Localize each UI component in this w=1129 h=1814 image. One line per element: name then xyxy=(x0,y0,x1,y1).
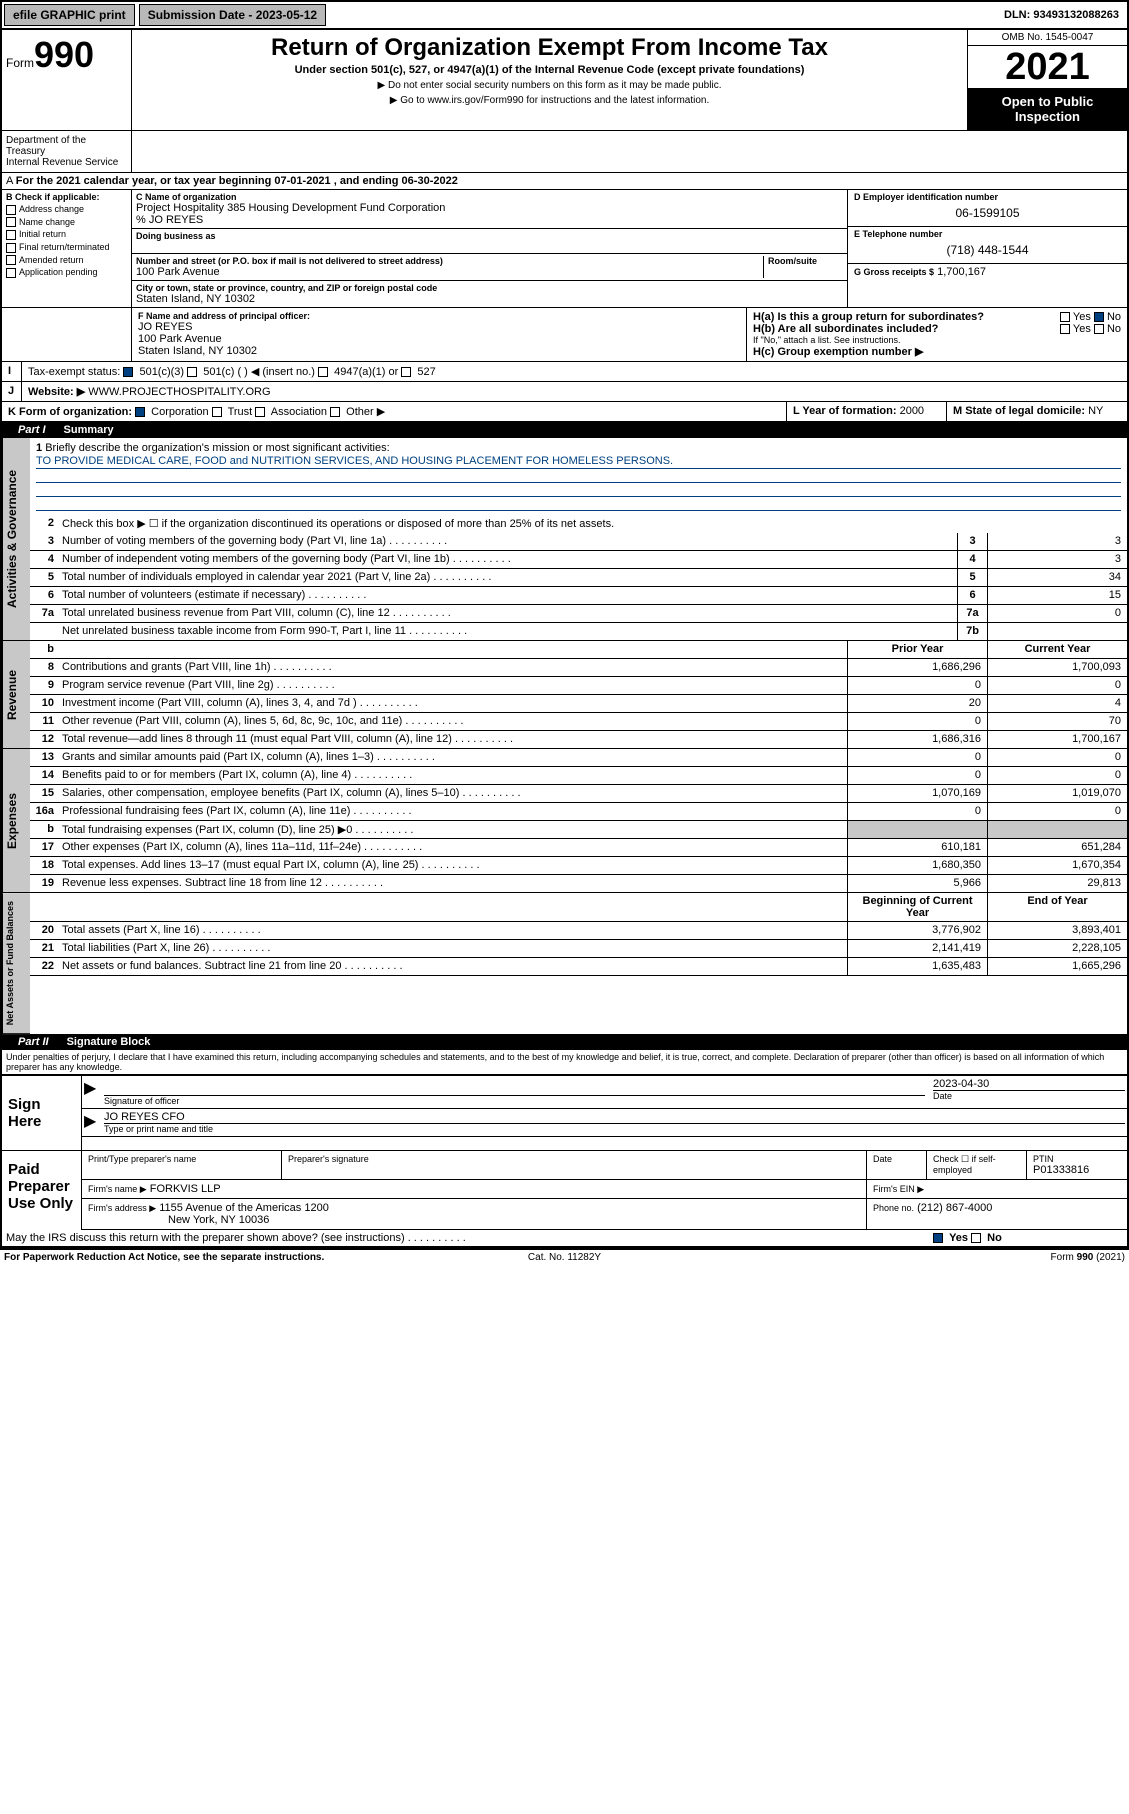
data-line: 9Program service revenue (Part VIII, lin… xyxy=(30,677,1127,695)
revenue-sidebar: Revenue xyxy=(2,641,30,749)
form-number: Form990 xyxy=(6,34,127,76)
netassets-sidebar: Net Assets or Fund Balances xyxy=(2,893,30,1034)
revenue-section: Revenue bPrior YearCurrent Year 8Contrib… xyxy=(2,641,1127,749)
tax-year: 2021 xyxy=(968,46,1127,88)
data-line: 13Grants and similar amounts paid (Part … xyxy=(30,749,1127,767)
data-line: 10Investment income (Part VIII, column (… xyxy=(30,695,1127,713)
department: Department of the Treasury Internal Reve… xyxy=(2,131,132,172)
topbar: efile GRAPHIC print Submission Date - 20… xyxy=(2,2,1127,30)
omb-number: OMB No. 1545-0047 xyxy=(968,30,1127,46)
efile-btn[interactable]: efile GRAPHIC print xyxy=(4,4,135,26)
data-line: 7aTotal unrelated business revenue from … xyxy=(30,605,1127,623)
data-line: 14Benefits paid to or for members (Part … xyxy=(30,767,1127,785)
section-a: A For the 2021 calendar year, or tax yea… xyxy=(2,172,1127,190)
data-line: Net unrelated business taxable income fr… xyxy=(30,623,1127,641)
section-j: J Website: ▶ WWW.PROJECTHOSPITALITY.ORG xyxy=(2,382,1127,402)
data-line: 5Total number of individuals employed in… xyxy=(30,569,1127,587)
data-line: 19Revenue less expenses. Subtract line 1… xyxy=(30,875,1127,893)
section-b: B Check if applicable: Address change Na… xyxy=(2,190,132,307)
data-line: 11Other revenue (Part VIII, column (A), … xyxy=(30,713,1127,731)
paid-preparer: Paid Preparer Use Only Print/Type prepar… xyxy=(2,1150,1127,1230)
section-klm: K Form of organization: Corporation Trus… xyxy=(2,402,1127,422)
data-line: 17Other expenses (Part IX, column (A), l… xyxy=(30,839,1127,857)
part2-header: Part II Signature Block xyxy=(2,1034,1127,1050)
data-line: 4Number of independent voting members of… xyxy=(30,551,1127,569)
section-fh: F Name and address of principal officer:… xyxy=(2,308,1127,362)
form-title: Return of Organization Exempt From Incom… xyxy=(136,34,963,62)
footer: For Paperwork Reduction Act Notice, see … xyxy=(0,1249,1129,1265)
data-line: 22Net assets or fund balances. Subtract … xyxy=(30,958,1127,976)
dln: DLN: 93493132088263 xyxy=(996,6,1127,24)
data-line: 18Total expenses. Add lines 13–17 (must … xyxy=(30,857,1127,875)
section-bcdefg: B Check if applicable: Address change Na… xyxy=(2,190,1127,308)
data-line: 8Contributions and grants (Part VIII, li… xyxy=(30,659,1127,677)
section-deg: D Employer identification number 06-1599… xyxy=(847,190,1127,307)
data-line: 15Salaries, other compensation, employee… xyxy=(30,785,1127,803)
may-discuss: May the IRS discuss this return with the… xyxy=(2,1230,1127,1247)
part1-header: Part I Summary xyxy=(2,422,1127,438)
section-i: I Tax-exempt status: 501(c)(3) 501(c) ( … xyxy=(2,362,1127,382)
open-public: Open to Public Inspection xyxy=(968,88,1127,130)
section-c: C Name of organization Project Hospitali… xyxy=(132,190,847,307)
expenses-section: Expenses 13Grants and similar amounts pa… xyxy=(2,749,1127,893)
data-line: bTotal fundraising expenses (Part IX, co… xyxy=(30,821,1127,839)
goto-link[interactable]: ▶ Go to www.irs.gov/Form990 for instruct… xyxy=(136,95,963,106)
submission-btn[interactable]: Submission Date - 2023-05-12 xyxy=(139,4,326,26)
data-line: 3Number of voting members of the governi… xyxy=(30,533,1127,551)
form-container: efile GRAPHIC print Submission Date - 20… xyxy=(0,0,1129,1249)
ssn-warning: ▶ Do not enter social security numbers o… xyxy=(136,80,963,91)
sign-here: Sign Here ▶ Signature of officer 2023-04… xyxy=(2,1075,1127,1150)
governance-sidebar: Activities & Governance xyxy=(2,438,30,641)
governance-section: Activities & Governance 1 Briefly descri… xyxy=(2,438,1127,641)
data-line: 6Total number of volunteers (estimate if… xyxy=(30,587,1127,605)
netassets-section: Net Assets or Fund Balances Beginning of… xyxy=(2,893,1127,1034)
form-subtitle: Under section 501(c), 527, or 4947(a)(1)… xyxy=(136,64,963,76)
data-line: 12Total revenue—add lines 8 through 11 (… xyxy=(30,731,1127,749)
penalty-text: Under penalties of perjury, I declare th… xyxy=(2,1050,1127,1075)
data-line: 21Total liabilities (Part X, line 26)2,1… xyxy=(30,940,1127,958)
form-header: Form990 Return of Organization Exempt Fr… xyxy=(2,30,1127,131)
expenses-sidebar: Expenses xyxy=(2,749,30,893)
data-line: 20Total assets (Part X, line 16)3,776,90… xyxy=(30,922,1127,940)
mission-text: TO PROVIDE MEDICAL CARE, FOOD and NUTRIT… xyxy=(36,454,1121,469)
data-line: 16aProfessional fundraising fees (Part I… xyxy=(30,803,1127,821)
